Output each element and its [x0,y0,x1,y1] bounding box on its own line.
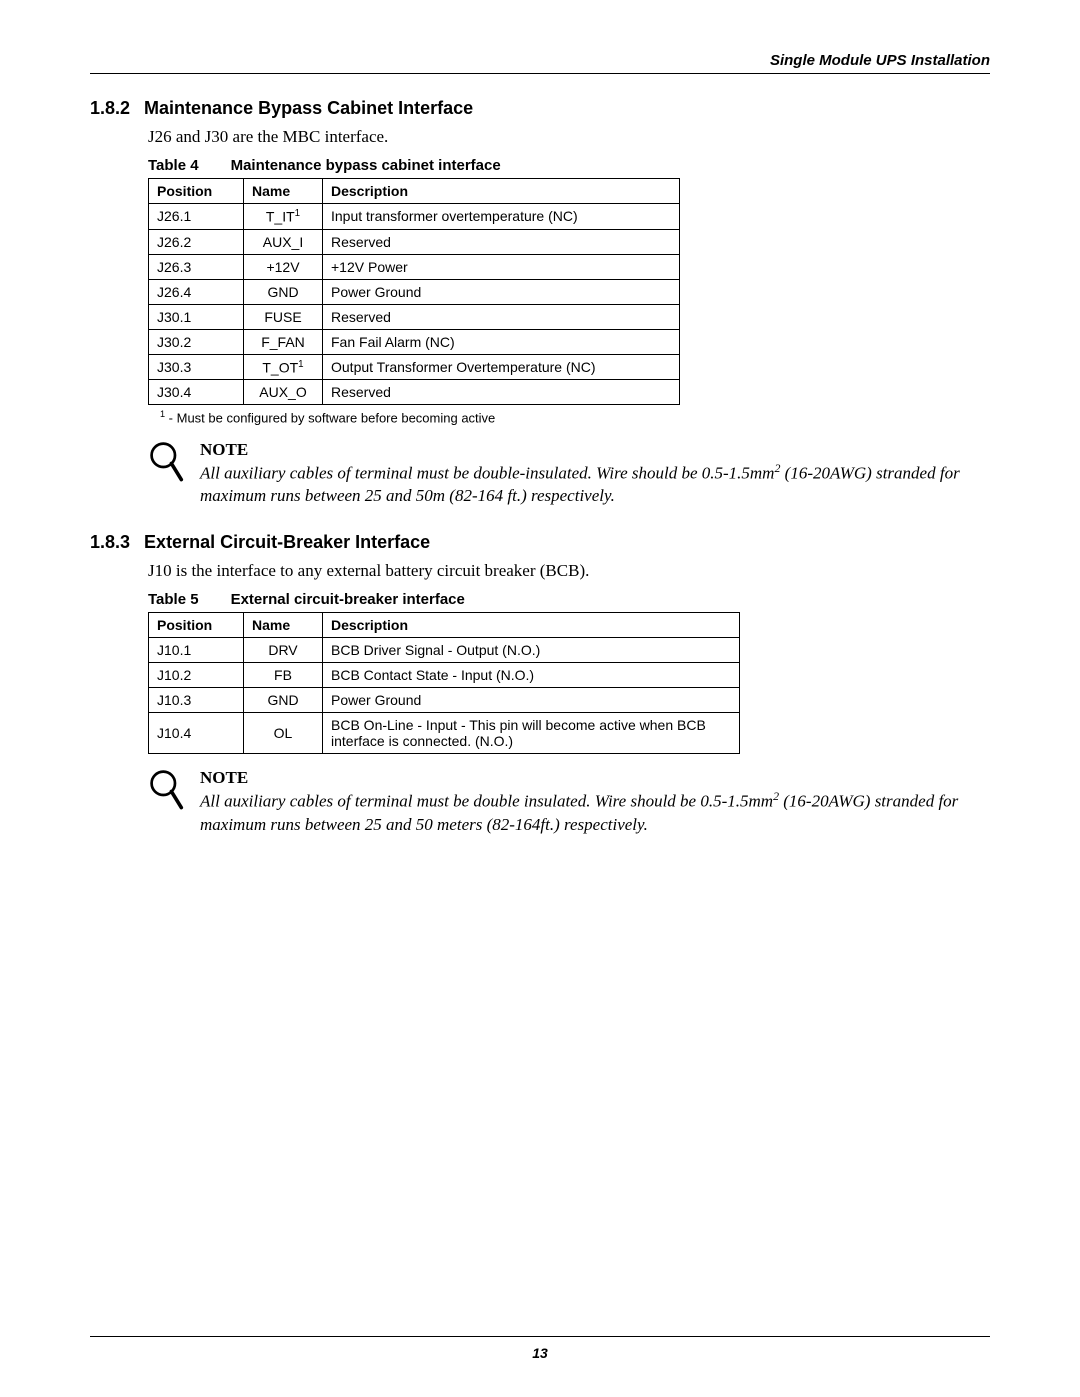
table-title: External circuit-breaker interface [231,591,465,608]
table-row: J30.1FUSEReserved [149,304,680,329]
cell-description: BCB Contact State - Input (N.O.) [323,663,740,688]
section-1-8-3: 1.8.3 External Circuit-Breaker Interface… [90,532,990,837]
footer-rule [90,1336,990,1337]
cell-description: Reserved [323,229,680,254]
section-number: 1.8.3 [90,532,130,553]
cell-description: +12V Power [323,254,680,279]
cell-name: DRV [244,638,323,663]
section-title: External Circuit-Breaker Interface [144,532,430,553]
table-row: J10.1DRVBCB Driver Signal - Output (N.O.… [149,638,740,663]
cell-description: BCB On-Line - Input - This pin will beco… [323,713,740,754]
cell-description: Fan Fail Alarm (NC) [323,329,680,354]
note-label: NOTE [200,768,990,788]
cell-name: OL [244,713,323,754]
table-4: Position Name Description J26.1T_IT1Inpu… [148,178,680,405]
section-heading: 1.8.3 External Circuit-Breaker Interface [90,532,990,553]
section-title: Maintenance Bypass Cabinet Interface [144,98,473,119]
table-row: J10.2FBBCB Contact State - Input (N.O.) [149,663,740,688]
col-position: Position [149,179,244,204]
magnifier-icon [148,768,184,818]
page-number: 13 [0,1345,1080,1361]
col-name: Name [244,179,323,204]
cell-name: GND [244,279,323,304]
cell-position: J10.2 [149,663,244,688]
section-intro: J10 is the interface to any external bat… [148,561,990,581]
table-row: J26.3+12V+12V Power [149,254,680,279]
table-row: J26.4GNDPower Ground [149,279,680,304]
cell-name: T_OT1 [244,354,323,380]
table-caption: Table 4 Maintenance bypass cabinet inter… [148,157,990,174]
note-body: All auxiliary cables of terminal must be… [200,788,990,837]
note-block: NOTE All auxiliary cables of terminal mu… [148,440,990,509]
cell-description: Input transformer overtemperature (NC) [323,204,680,230]
table-row: J30.2F_FANFan Fail Alarm (NC) [149,329,680,354]
table-header-row: Position Name Description [149,613,740,638]
cell-position: J30.1 [149,304,244,329]
cell-name: +12V [244,254,323,279]
note-label: NOTE [200,440,990,460]
cell-description: BCB Driver Signal - Output (N.O.) [323,638,740,663]
cell-name: GND [244,688,323,713]
table-title: Maintenance bypass cabinet interface [231,157,501,174]
cell-description: Power Ground [323,688,740,713]
page: Single Module UPS Installation 1.8.2 Mai… [0,0,1080,1397]
table-row: J30.3T_OT1Output Transformer Overtempera… [149,354,680,380]
cell-position: J26.4 [149,279,244,304]
note-text: NOTE All auxiliary cables of terminal mu… [200,440,990,509]
header-rule [90,73,990,74]
cell-name: AUX_O [244,380,323,405]
note-block: NOTE All auxiliary cables of terminal mu… [148,768,990,837]
col-description: Description [323,179,680,204]
section-intro: J26 and J30 are the MBC interface. [148,127,990,147]
table-header-row: Position Name Description [149,179,680,204]
cell-position: J30.3 [149,354,244,380]
table-row: J26.1T_IT1Input transformer overtemperat… [149,204,680,230]
magnifier-icon [148,440,184,490]
table-label: Table 4 [148,157,199,174]
table-label: Table 5 [148,591,199,608]
cell-position: J10.3 [149,688,244,713]
cell-description: Output Transformer Overtemperature (NC) [323,354,680,380]
cell-name: F_FAN [244,329,323,354]
cell-position: J26.2 [149,229,244,254]
section-heading: 1.8.2 Maintenance Bypass Cabinet Interfa… [90,98,990,119]
cell-position: J10.1 [149,638,244,663]
table-row: J10.3GNDPower Ground [149,688,740,713]
cell-position: J10.4 [149,713,244,754]
table-footnote: 1 - Must be configured by software befor… [160,409,990,425]
cell-name: AUX_I [244,229,323,254]
cell-name: FB [244,663,323,688]
section-1-8-2: 1.8.2 Maintenance Bypass Cabinet Interfa… [90,98,990,508]
table-5: Position Name Description J10.1DRVBCB Dr… [148,612,740,754]
col-name: Name [244,613,323,638]
cell-position: J26.1 [149,204,244,230]
cell-name: T_IT1 [244,204,323,230]
running-header: Single Module UPS Installation [90,52,990,73]
note-body: All auxiliary cables of terminal must be… [200,460,990,509]
cell-position: J30.4 [149,380,244,405]
table-row: J30.4AUX_OReserved [149,380,680,405]
col-description: Description [323,613,740,638]
footnote-text: - Must be configured by software before … [165,411,495,426]
cell-position: J26.3 [149,254,244,279]
cell-name: FUSE [244,304,323,329]
table-row: J10.4OLBCB On-Line - Input - This pin wi… [149,713,740,754]
table-caption: Table 5 External circuit-breaker interfa… [148,591,990,608]
cell-description: Reserved [323,380,680,405]
section-number: 1.8.2 [90,98,130,119]
cell-description: Reserved [323,304,680,329]
col-position: Position [149,613,244,638]
note-text: NOTE All auxiliary cables of terminal mu… [200,768,990,837]
cell-position: J30.2 [149,329,244,354]
cell-description: Power Ground [323,279,680,304]
table-row: J26.2AUX_IReserved [149,229,680,254]
